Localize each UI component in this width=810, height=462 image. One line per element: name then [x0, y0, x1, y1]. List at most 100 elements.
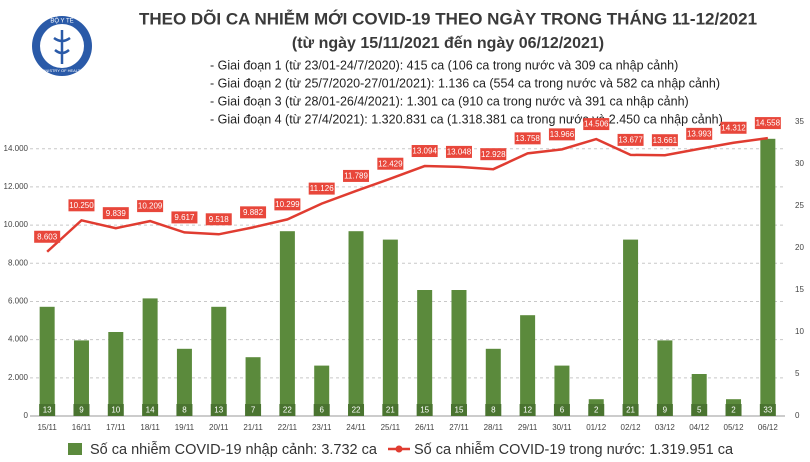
bar-label-box	[245, 404, 262, 416]
line-label: 10.299	[275, 200, 300, 209]
bar-label-box	[210, 404, 227, 416]
bar-label: 15	[455, 406, 464, 415]
bar-label-box	[622, 404, 639, 416]
bar	[279, 231, 295, 416]
line-label-box	[480, 148, 507, 161]
y2-tick-label: 30	[795, 159, 804, 168]
y-tick-label: 14.000	[4, 144, 29, 153]
bar-label-box	[73, 404, 90, 416]
bar	[108, 332, 124, 416]
logo-symbol	[53, 30, 71, 64]
bar	[211, 306, 227, 416]
bar-label-box	[450, 404, 467, 416]
bar-label: 15	[420, 406, 429, 415]
line-label: 13.094	[412, 147, 437, 156]
bar-label: 8	[491, 406, 496, 415]
line-label: 13.758	[515, 134, 540, 143]
line	[46, 136, 769, 253]
y2-tick-label: 10	[795, 327, 804, 336]
chart-subtitle: (từ ngày 15/11/2021 đến ngày 06/12/2021)	[292, 35, 604, 52]
x-tick-label: 04/12	[689, 423, 710, 432]
bar-label: 10	[111, 406, 120, 415]
bar-label-box	[313, 404, 330, 416]
bar-label: 6	[560, 406, 565, 415]
bar	[520, 315, 536, 416]
bar	[176, 348, 192, 416]
legend-swatch	[68, 443, 82, 455]
line-label-box	[411, 145, 438, 158]
x-tick-label: 22/11	[278, 423, 298, 432]
x-tick-label: 06/12	[758, 423, 779, 432]
y2-tick-label: 0	[795, 411, 800, 420]
line-label-box	[343, 169, 370, 182]
bar	[348, 231, 364, 416]
annotation: - Giai đoạn 4 (từ 27/4/2021): 1.320.831 …	[210, 112, 723, 126]
y2-tick-label: 35	[795, 117, 804, 126]
logo-bottom: MINISTRY OF HEALTH	[41, 68, 83, 73]
line-label-box	[171, 211, 198, 224]
x-tick-label: 26/11	[415, 423, 435, 432]
line-label: 13.993	[687, 129, 712, 138]
bar	[554, 365, 570, 416]
bar-label-box	[553, 404, 570, 416]
bar-label: 14	[146, 406, 155, 415]
bar-label: 9	[663, 406, 668, 415]
line-label-box	[686, 127, 713, 140]
line-label-box	[754, 117, 781, 130]
y2-tick-label: 25	[795, 201, 804, 210]
bar-label: 13	[43, 406, 52, 415]
x-tick-label: 01/12	[586, 423, 607, 432]
x-tick-label: 20/11	[209, 423, 229, 432]
line-label-box	[34, 230, 61, 243]
line-label-box	[617, 133, 644, 146]
x-tick-label: 24/11	[346, 423, 366, 432]
x-tick-label: 18/11	[140, 423, 160, 432]
line-label: 12.429	[378, 159, 403, 168]
line-label-box	[445, 145, 472, 158]
bar	[142, 298, 158, 416]
bar-label: 6	[319, 406, 324, 415]
line-label: 14.558	[756, 119, 781, 128]
y2-tick-label: 20	[795, 243, 804, 252]
x-tick-label: 02/12	[621, 423, 642, 432]
bar-label: 8	[182, 406, 187, 415]
x-tick-label: 28/11	[484, 423, 504, 432]
bar-label-box	[39, 404, 56, 416]
line-label-box	[514, 132, 541, 145]
line-label: 9.518	[209, 215, 230, 224]
logo-top: BỘ Y TẾ	[50, 18, 73, 25]
line-label: 11.789	[344, 172, 368, 181]
bar-label-box	[485, 404, 502, 416]
annotation: - Giai đoạn 1 (từ 23/01-24/7/2020): 415 …	[210, 58, 678, 72]
legend-swatch-dot	[395, 445, 403, 453]
bar	[245, 357, 261, 416]
bar-label: 13	[214, 406, 223, 415]
x-tick-label: 30/11	[552, 423, 572, 432]
y-tick-label: 2.000	[8, 373, 29, 382]
line-label-box	[377, 157, 404, 170]
bar	[760, 138, 776, 417]
line-label-box	[137, 200, 164, 213]
bar	[39, 306, 55, 416]
line-label: 13.661	[653, 136, 678, 145]
line-label-box	[651, 134, 678, 147]
bar-label-box	[416, 404, 433, 416]
bar-label-box	[382, 404, 399, 416]
line-label: 14.312	[721, 123, 746, 132]
bar-label: 7	[251, 406, 256, 415]
bar	[657, 340, 673, 416]
bar-label: 21	[386, 406, 395, 415]
annotation: - Giai đoạn 2 (từ 25/7/2020-27/01/2021):…	[210, 76, 720, 90]
line-label-box	[68, 199, 95, 212]
legend-label: Số ca nhiễm COVID-19 nhập cảnh: 3.732 ca	[90, 441, 378, 458]
x-tick-label: 05/12	[724, 423, 745, 432]
bar-label: 22	[283, 406, 292, 415]
line-label: 14.506	[584, 120, 609, 129]
bar	[485, 348, 501, 416]
bar	[623, 239, 639, 416]
x-tick-label: 15/11	[37, 423, 57, 432]
line-label: 10.250	[69, 201, 94, 210]
bar-label: 33	[763, 406, 772, 415]
bar-label-box	[691, 404, 708, 416]
